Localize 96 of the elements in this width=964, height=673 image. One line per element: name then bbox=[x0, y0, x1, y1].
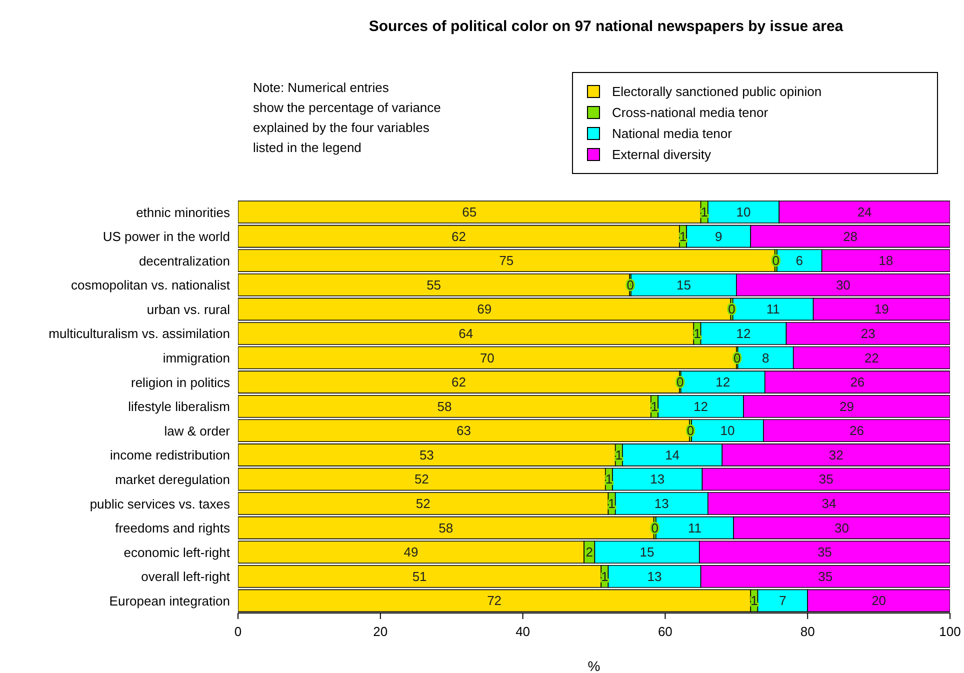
data-label: 30 bbox=[836, 277, 850, 292]
y-tick-label: multiculturalism vs. assimilation bbox=[48, 326, 230, 342]
data-label: 12 bbox=[694, 398, 708, 414]
data-label: 13 bbox=[647, 568, 662, 584]
y-tick-label: market deregulation bbox=[115, 472, 230, 487]
data-label: 1 bbox=[608, 496, 616, 512]
data-label: 10 bbox=[736, 204, 751, 220]
data-label: 0 bbox=[733, 350, 741, 366]
data-label: 35 bbox=[817, 544, 832, 560]
data-label: 29 bbox=[840, 398, 854, 414]
y-tick-label: immigration bbox=[162, 350, 230, 366]
y-tick-label: ethnic minorities bbox=[136, 204, 230, 220]
data-label: 11 bbox=[766, 302, 780, 317]
data-label: 52 bbox=[414, 472, 429, 487]
y-tick-label: law & order bbox=[164, 423, 231, 438]
x-axis-title: % bbox=[588, 658, 600, 673]
data-label: 24 bbox=[857, 204, 872, 220]
data-label: 10 bbox=[720, 423, 735, 438]
data-label: 7 bbox=[779, 593, 786, 608]
y-tick-label: US power in the world bbox=[102, 229, 230, 244]
y-tick-label: European integration bbox=[109, 593, 230, 608]
x-tick-label: 80 bbox=[800, 624, 815, 640]
data-label: 26 bbox=[850, 374, 865, 390]
data-label: 22 bbox=[864, 350, 879, 366]
y-tick-label: cosmopolitan vs. nationalist bbox=[71, 278, 230, 293]
data-label: 35 bbox=[818, 568, 833, 584]
data-label: 0 bbox=[686, 423, 694, 438]
data-label: 15 bbox=[640, 544, 654, 560]
x-tick-label: 100 bbox=[939, 624, 961, 640]
data-label: 26 bbox=[849, 423, 864, 438]
data-label: 70 bbox=[480, 350, 494, 366]
y-tick-label: lifestyle liberalism bbox=[128, 399, 230, 414]
data-label: 1 bbox=[615, 447, 623, 462]
y-tick-label: income redistribution bbox=[110, 448, 230, 463]
data-label: 20 bbox=[872, 593, 886, 608]
data-label: 1 bbox=[694, 326, 701, 341]
data-label: 58 bbox=[437, 398, 452, 414]
data-label: 28 bbox=[843, 228, 858, 244]
y-tick-label: public services vs. taxes bbox=[90, 496, 230, 512]
x-tick-label: 60 bbox=[658, 624, 672, 640]
x-tick-label: 20 bbox=[373, 624, 388, 640]
data-label: 52 bbox=[416, 496, 430, 512]
data-label: 55 bbox=[426, 277, 442, 292]
data-label: 51 bbox=[412, 568, 427, 584]
data-label: 53 bbox=[419, 447, 434, 462]
data-label: 35 bbox=[818, 472, 834, 487]
y-tick-label: religion in politics bbox=[131, 374, 230, 390]
y-tick-label: urban vs. rural bbox=[146, 302, 230, 317]
data-label: 1 bbox=[679, 228, 687, 244]
data-label: 62 bbox=[451, 228, 466, 244]
y-tick-label: overall left-right bbox=[141, 569, 230, 584]
data-label: 15 bbox=[676, 277, 691, 292]
data-label: 0 bbox=[772, 253, 780, 268]
data-label: 14 bbox=[665, 447, 680, 462]
data-label: 1 bbox=[605, 472, 613, 487]
x-tick-label: 0 bbox=[234, 624, 242, 640]
data-label: 30 bbox=[834, 520, 850, 536]
data-label: 9 bbox=[714, 228, 722, 244]
x-tick-label: 40 bbox=[516, 624, 530, 640]
data-label: 2 bbox=[586, 544, 593, 560]
data-label: 12 bbox=[716, 374, 730, 390]
y-tick-label: decentralization bbox=[138, 253, 230, 268]
data-label: 64 bbox=[458, 326, 474, 341]
legend-label: National media tenor bbox=[612, 126, 732, 141]
legend-label: Cross-national media tenor bbox=[612, 105, 768, 120]
data-label: 11 bbox=[688, 520, 702, 536]
legend-label: External diversity bbox=[612, 147, 711, 162]
chart-title: Sources of political color on 97 national newspapers by issue area bbox=[368, 18, 844, 35]
data-label: 75 bbox=[499, 253, 514, 268]
data-label: 58 bbox=[438, 520, 454, 536]
data-label: 0 bbox=[626, 277, 634, 292]
data-label: 8 bbox=[762, 350, 770, 366]
data-label: 34 bbox=[822, 496, 836, 512]
data-label: 1 bbox=[700, 204, 708, 220]
data-label: 12 bbox=[736, 326, 751, 341]
data-label: 13 bbox=[650, 472, 665, 487]
data-label: 13 bbox=[654, 496, 669, 512]
data-label: 23 bbox=[860, 326, 876, 341]
data-label: 0 bbox=[676, 374, 684, 390]
data-label: 63 bbox=[456, 423, 471, 438]
y-tick-label: economic left-right bbox=[124, 544, 230, 560]
data-label: 32 bbox=[828, 447, 844, 462]
data-label: 62 bbox=[451, 374, 466, 390]
data-label: 65 bbox=[462, 204, 477, 220]
data-label: 69 bbox=[477, 302, 492, 317]
data-label: 18 bbox=[878, 253, 894, 268]
data-label: 72 bbox=[487, 593, 502, 608]
data-label: 1 bbox=[650, 398, 658, 414]
data-label: 6 bbox=[796, 253, 804, 268]
legend-label: Electorally sanctioned public opinion bbox=[612, 84, 822, 99]
data-label: 0 bbox=[728, 302, 736, 317]
data-label: 0 bbox=[651, 520, 658, 536]
text: Note: Numerical entries show the percentage of variance explained by the four variables listed in the legend bbox=[253, 79, 441, 157]
data-label: 19 bbox=[874, 302, 889, 317]
y-tick-label: freedoms and rights bbox=[115, 520, 230, 536]
data-label: 49 bbox=[404, 544, 418, 560]
